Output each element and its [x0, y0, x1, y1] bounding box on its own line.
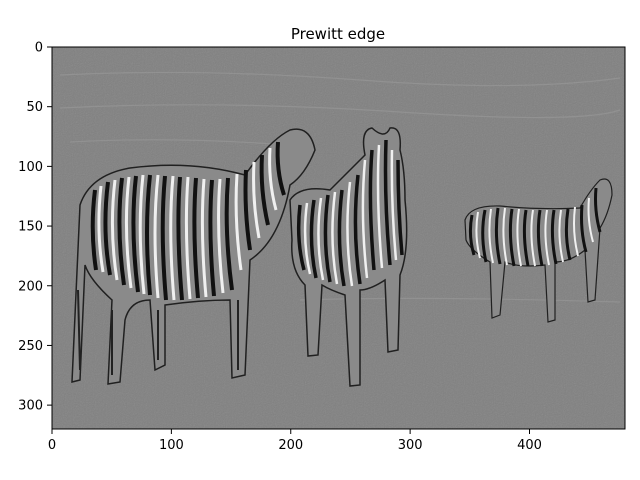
zebra-right — [464, 178, 613, 323]
zebra-middle — [289, 127, 408, 387]
x-tick-label: 0 — [48, 438, 56, 453]
zebra-left — [71, 128, 316, 385]
y-tick-label: 100 — [18, 160, 43, 175]
y-tick-label: 0 — [35, 41, 43, 56]
y-tick-label: 250 — [18, 339, 43, 354]
y-axis: 0 50 100 150 200 250 300 — [18, 41, 52, 414]
y-tick-label: 300 — [18, 399, 43, 414]
x-tick-label: 400 — [517, 438, 542, 453]
x-axis: 0 100 200 300 400 — [48, 429, 542, 453]
x-tick-label: 200 — [278, 438, 303, 453]
y-tick-label: 200 — [18, 279, 43, 294]
axes-frame — [51, 46, 626, 430]
x-tick-label: 300 — [398, 438, 423, 453]
plot-area — [52, 47, 625, 429]
y-tick-label: 50 — [26, 100, 43, 115]
y-tick-label: 150 — [18, 220, 43, 235]
chart-title: Prewitt edge — [291, 25, 385, 43]
background-texture — [59, 71, 621, 303]
x-tick-label: 100 — [159, 438, 184, 453]
